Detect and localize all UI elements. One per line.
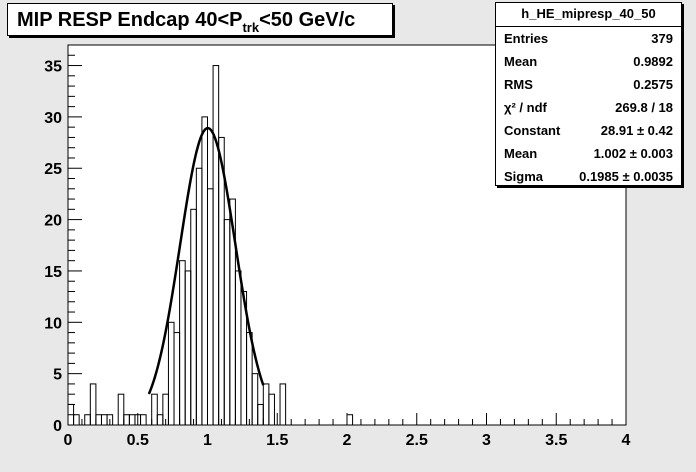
stats-key: Constant	[504, 123, 561, 138]
axis-layer: 0 0.5 1 1.5 2 2.5 3 3.5 4 0 5 10 15 20 25 30 35	[44, 45, 631, 449]
y-tick-label: 5	[53, 367, 62, 384]
stats-key: RMS	[504, 77, 533, 92]
stats-key: Entries	[504, 31, 549, 46]
stats-row: χ² / ndf 269.8 / 18	[496, 96, 681, 119]
x-tick-label: 3	[482, 432, 491, 449]
x-tick-label: 0.5	[127, 432, 149, 449]
x-tick-label: 4	[622, 432, 631, 449]
stats-value: 28.91 ± 0.42	[600, 123, 673, 138]
stats-box: h_HE_mipresp_40_50 Entries 379 Mean 0.9892…	[495, 2, 682, 186]
y-tick-label: 25	[44, 161, 62, 178]
y-tick-label: 30	[44, 110, 62, 127]
stats-key: Mean	[504, 146, 538, 161]
chart-title-suffix: <50 GeV/c	[259, 9, 356, 31]
x-tick-label: 1.5	[266, 432, 288, 449]
stats-key: χ² / ndf	[504, 100, 547, 115]
stats-key: Mean	[504, 54, 538, 69]
stats-key: Sigma	[504, 169, 544, 184]
stats-row: Constant 28.91 ± 0.42	[496, 119, 681, 142]
y-tick-label: 20	[44, 213, 62, 230]
stats-value: 0.2575	[633, 77, 673, 92]
chart-title: MIP RESP Endcap 40<Ptrk<50 GeV/c	[7, 3, 393, 36]
stats-row: Mean 0.9892	[496, 50, 681, 73]
chart-title-subscript: trk	[242, 20, 260, 35]
stats-row: RMS 0.2575	[496, 73, 681, 96]
x-tick-label: 1	[203, 432, 212, 449]
y-tick-label: 10	[44, 315, 62, 332]
stats-row: Mean 1.002 ± 0.003	[496, 142, 681, 165]
x-tick-label: 0	[64, 432, 73, 449]
stats-value: 379	[651, 31, 673, 46]
x-tick-label: 2	[343, 432, 352, 449]
stats-value: 1.002 ± 0.003	[593, 146, 673, 161]
stats-value: 269.8 / 18	[615, 100, 673, 115]
fit-layer	[147, 126, 265, 395]
y-tick-label: 35	[44, 59, 62, 76]
stats-row: Entries 379	[496, 27, 681, 50]
x-tick-label: 3.5	[545, 432, 567, 449]
stats-value: 0.9892	[633, 54, 673, 69]
stats-row: Sigma 0.1985 ± 0.0035	[496, 165, 681, 188]
chart-title-prefix: MIP RESP Endcap 40<P	[17, 9, 243, 31]
x-tick-label: 2.5	[406, 432, 428, 449]
y-tick-label: 0	[53, 418, 62, 435]
stats-value: 0.1985 ± 0.0035	[579, 169, 673, 184]
gaussian-fit-curve	[147, 126, 265, 395]
y-tick-label: 15	[44, 264, 62, 281]
stats-box-title: h_HE_mipresp_40_50	[496, 3, 681, 27]
